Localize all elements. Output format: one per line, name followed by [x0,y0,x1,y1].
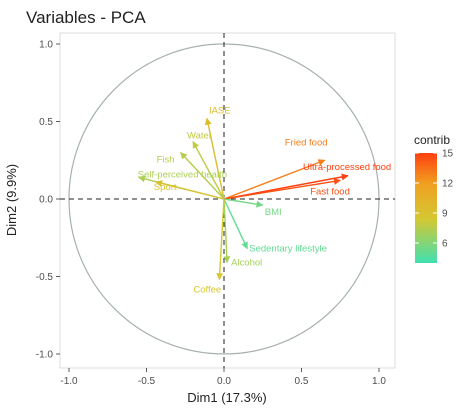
chart-title: Variables - PCA [26,8,146,27]
label-alcohol: Alcohol [231,258,262,269]
legend-title: contrib [414,133,450,147]
label-coffee: Coffee [193,285,221,296]
legend-tick-label: 15 [442,149,454,160]
y-axis-title: Dim2 (9.9%) [4,164,19,236]
arrow-fast-food [223,177,341,200]
y-tick-label: 0.5 [39,117,53,128]
label-self-perceived-health: Self-perceived health [138,169,227,180]
label-fried-food: Fried food [285,137,328,148]
arrow-sport [155,180,225,200]
label-sedentary-lifestyle: Sedentary lifestyle [249,244,327,255]
legend-colorbar [415,153,437,263]
arrow-water [192,141,225,200]
arrow-sedentary-lifestyle [223,198,248,250]
y-tick-label: 0.0 [39,195,53,206]
x-tick-label: 0.5 [295,376,309,387]
legend-tick-label: 9 [442,209,448,220]
arrow-iase [204,117,225,200]
x-tick-label: 0.0 [217,376,231,387]
plot-panel [59,32,396,369]
label-water: Water [187,131,212,142]
x-tick-label: -0.5 [138,376,156,387]
arrow-fish [180,151,225,200]
legend: contrib 6 9 12 15 [414,133,454,263]
label-fast-food: Fast food [310,186,350,197]
legend-tick-label: 6 [442,239,448,250]
arrow-coffee [216,198,225,281]
label-bmi: BMI [265,207,282,218]
x-tick-label: -1.0 [60,376,78,387]
x-tick-label: 1.0 [372,376,386,387]
label-fish: Fish [157,155,175,166]
legend-ticks: 6 9 12 15 [415,149,454,250]
arrow-bmi [223,198,264,208]
y-tick-label: -0.5 [36,272,54,283]
y-tick-label: 1.0 [39,40,53,51]
plot-layer: IASE Water Fish Self-perceived health Sport F… [60,33,395,368]
legend-tick-label: 12 [442,179,454,190]
x-axis-title: Dim1 (17.3%) [187,390,266,405]
label-ultra-processed-food: Ultra-processed food [303,162,391,173]
arrow-alcohol [223,198,231,264]
label-iase: IASE [209,105,231,116]
tick-layer: -1.0 -0.5 0.0 0.5 1.0 -1.0 -0.5 0.0 0.5 1.0 [36,40,387,388]
arrow-fried-food [223,159,326,200]
label-sport: Sport [154,182,177,193]
y-tick-label: -1.0 [36,350,54,361]
